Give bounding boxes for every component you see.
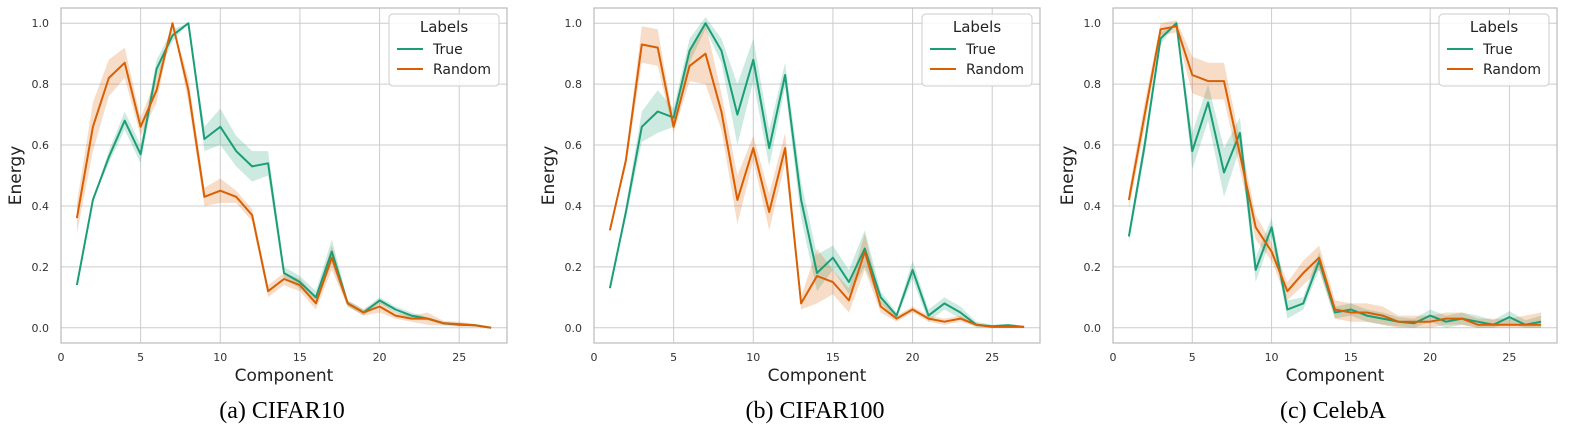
y-tick-label: 0.2 [1084, 261, 1102, 274]
x-tick-label: 25 [452, 351, 466, 364]
subfigure-caption: (a) CIFAR10 [219, 398, 345, 424]
subfigure-caption: (b) CIFAR100 [746, 398, 885, 424]
plot-frame [593, 7, 1041, 344]
chart-panel: 0 5 10 15 20 25 0.0 0.2 0.4 0.6 0.8 1.0 Component Ene… [6, 7, 508, 424]
y-tick-label: 0.8 [1084, 78, 1102, 91]
x-axis-label: Component [768, 366, 867, 386]
x-tick-label: 0 [591, 351, 598, 364]
y-tick-label: 0.6 [32, 139, 50, 152]
subfigure-caption: (c) CelebA [1280, 398, 1387, 424]
legend-title: Labels [953, 18, 1001, 36]
y-tick-label: 1.0 [32, 17, 50, 30]
x-tick-label: 0 [1110, 351, 1117, 364]
x-tick-label: 10 [1265, 351, 1279, 364]
x-axis-label: Component [1286, 366, 1385, 386]
series-line-true [1127, 22, 1542, 326]
y-tick-label: 0.0 [32, 322, 50, 335]
legend-label-random: Random [966, 62, 1024, 78]
x-tick-label: 5 [670, 351, 677, 364]
plot-frame [60, 7, 508, 344]
x-tick-label: 15 [293, 351, 307, 364]
y-tick-label: 0.6 [565, 139, 583, 152]
y-tick-label: 1.0 [1084, 17, 1102, 30]
plot-frame [1112, 7, 1558, 344]
x-tick-label: 10 [746, 351, 760, 364]
x-tick-label: 15 [1344, 351, 1358, 364]
legend-label-true: True [432, 42, 463, 58]
y-axis-label: Energy [6, 146, 26, 206]
legend-title: Labels [420, 18, 468, 36]
series-band-true [609, 17, 1025, 328]
y-axis-label: Energy [539, 146, 559, 206]
series-line-random [1127, 25, 1542, 326]
x-tick-label: 20 [1423, 351, 1437, 364]
x-tick-label: 5 [1189, 351, 1196, 364]
chart-panel: 0 5 10 15 20 25 0.0 0.2 0.4 0.6 0.8 1.0 Component Ene… [1058, 7, 1558, 424]
series-band-random [76, 23, 492, 328]
x-tick-label: 25 [985, 351, 999, 364]
series-band-random [609, 23, 1025, 328]
x-axis-label: Component [235, 366, 334, 386]
chart-panel: 0 5 10 15 20 25 0.0 0.2 0.4 0.6 0.8 1.0 Component Ene… [539, 7, 1041, 424]
x-tick-label: 15 [826, 351, 840, 364]
legend-label-random: Random [1483, 62, 1541, 78]
y-tick-label: 0.4 [32, 200, 50, 213]
y-tick-label: 0.2 [565, 261, 583, 274]
y-axis-label: Energy [1058, 146, 1078, 206]
y-tick-label: 0.6 [1084, 139, 1102, 152]
x-tick-label: 20 [373, 351, 387, 364]
series-line-true [608, 22, 1025, 328]
legend-label-true: True [965, 42, 996, 58]
series-line-random [608, 43, 1025, 328]
x-tick-label: 10 [213, 351, 227, 364]
series-line-random [75, 22, 492, 329]
y-tick-label: 0.4 [565, 200, 583, 213]
y-tick-label: 1.0 [565, 17, 583, 30]
y-tick-label: 0.2 [32, 261, 50, 274]
x-tick-label: 0 [58, 351, 65, 364]
legend-label-true: True [1482, 42, 1513, 58]
legend-title: Labels [1470, 18, 1518, 36]
y-tick-label: 0.4 [1084, 200, 1102, 213]
y-tick-label: 0.0 [1084, 322, 1102, 335]
x-tick-label: 5 [137, 351, 144, 364]
x-tick-label: 20 [906, 351, 920, 364]
legend-label-random: Random [433, 62, 491, 78]
y-tick-label: 0.8 [565, 78, 583, 91]
y-tick-label: 0.0 [565, 322, 583, 335]
y-tick-label: 0.8 [32, 78, 50, 91]
x-tick-label: 25 [1502, 351, 1516, 364]
